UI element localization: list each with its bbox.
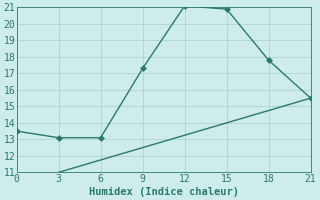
X-axis label: Humidex (Indice chaleur): Humidex (Indice chaleur) [89, 186, 239, 197]
